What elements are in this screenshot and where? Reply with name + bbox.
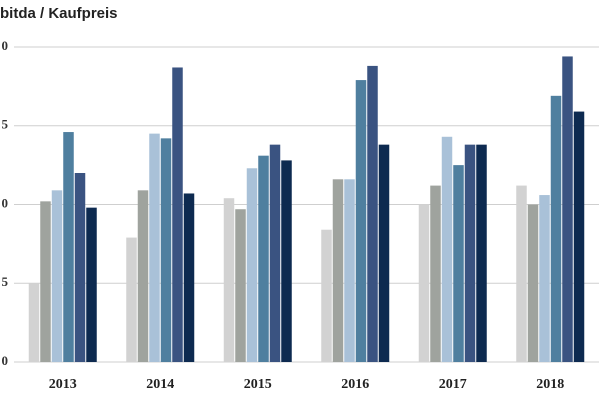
bar bbox=[516, 185, 527, 362]
x-tick-label: 2018 bbox=[536, 377, 564, 392]
bar bbox=[464, 144, 476, 362]
bar bbox=[223, 198, 235, 362]
y-tick-label: 5 bbox=[2, 274, 9, 289]
bar bbox=[453, 165, 464, 362]
bar bbox=[258, 155, 269, 362]
x-tick-label: 2014 bbox=[146, 377, 174, 392]
bar bbox=[550, 95, 562, 362]
chart-title: bitda / Kaufpreis bbox=[0, 5, 118, 22]
x-tick-label: 2013 bbox=[49, 377, 77, 392]
bar bbox=[332, 179, 344, 362]
bar bbox=[378, 144, 390, 362]
bar bbox=[418, 204, 430, 362]
y-tick-label: 0 bbox=[2, 38, 9, 53]
bar bbox=[40, 201, 51, 362]
x-tick-label: 2015 bbox=[244, 377, 272, 392]
bar bbox=[344, 179, 355, 362]
y-tick-label: 0 bbox=[2, 195, 9, 210]
bar bbox=[74, 173, 86, 362]
bar bbox=[367, 65, 378, 363]
bar bbox=[430, 185, 441, 362]
bar bbox=[539, 195, 550, 362]
bar bbox=[476, 144, 487, 362]
y-tick-label: 0 bbox=[2, 353, 9, 368]
y-tick-label: 5 bbox=[2, 117, 9, 132]
bar bbox=[562, 56, 573, 362]
bar bbox=[160, 138, 172, 362]
bar bbox=[281, 160, 292, 362]
bar bbox=[183, 193, 195, 362]
bar bbox=[246, 168, 258, 362]
bar bbox=[235, 209, 246, 362]
bar bbox=[86, 207, 97, 362]
x-tick-label: 2016 bbox=[341, 377, 369, 392]
bar bbox=[527, 204, 539, 362]
x-tick-label: 2017 bbox=[439, 377, 467, 392]
bar bbox=[172, 67, 183, 362]
bar bbox=[321, 229, 332, 362]
bar bbox=[269, 144, 281, 362]
bar bbox=[63, 132, 74, 362]
bar bbox=[126, 237, 137, 362]
bar bbox=[137, 190, 149, 362]
bar bbox=[149, 133, 160, 362]
bar bbox=[355, 80, 367, 362]
bar bbox=[441, 136, 453, 362]
bar bbox=[573, 111, 585, 362]
bar bbox=[28, 283, 40, 362]
bar bbox=[51, 190, 63, 362]
